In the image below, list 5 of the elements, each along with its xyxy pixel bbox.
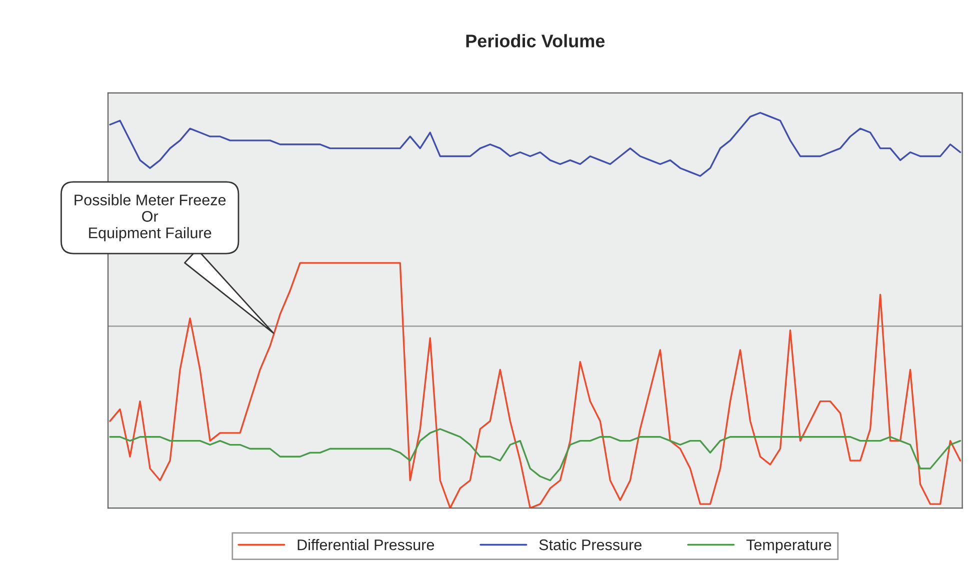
chart-title: Periodic Volume	[466, 34, 605, 48]
legend-label: Static Pressure	[539, 539, 642, 550]
annotation: Possible Meter Freeze Or Equipment Failure	[74, 194, 226, 242]
legend-label: Temperature	[746, 540, 832, 554]
legend-label: Differential Pressure	[298, 539, 434, 550]
